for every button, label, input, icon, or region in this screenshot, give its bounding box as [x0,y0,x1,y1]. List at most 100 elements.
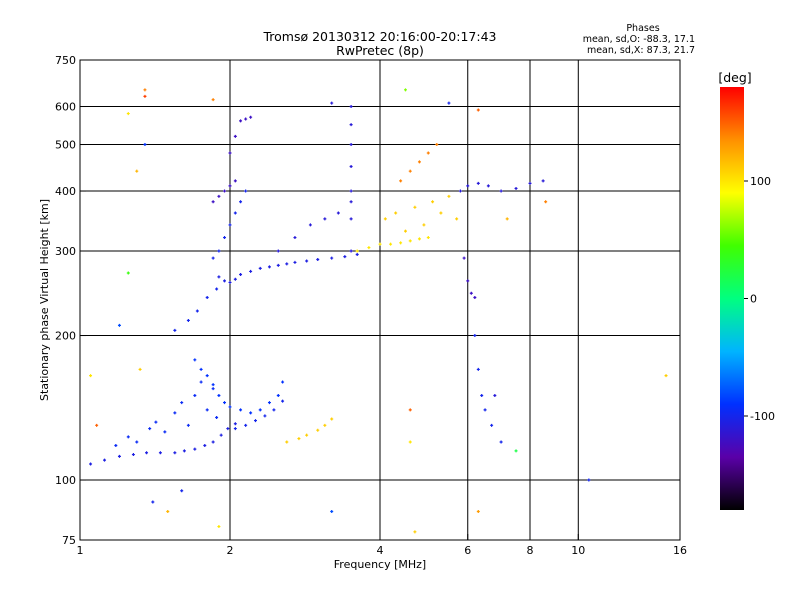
trace-point [408,169,412,173]
scatter-point [664,374,668,378]
trace-point [239,200,243,204]
x-tick-label: 2 [227,544,234,557]
scatter-point [408,408,412,412]
trace-point [483,408,487,412]
trace-point [394,211,398,215]
scatter-point [505,217,509,221]
trace-point [239,119,243,123]
trace-point [203,444,207,448]
trace-point [499,189,503,193]
trace-point [117,454,121,458]
trace-point [145,451,149,455]
trace-point [228,405,232,409]
trace-point [541,179,545,183]
trace-point [114,444,118,448]
colorbar-tick-label: -100 [750,410,775,423]
trace-point [199,380,203,384]
trace-point [233,179,237,183]
y-tick-label: 75 [62,534,76,547]
y-tick-label: 500 [55,139,76,152]
trace-point [228,151,232,155]
y-axis: 75 100 200 300 400 500 600 750 [55,54,86,547]
trace-point [195,309,199,313]
trace-point [297,437,301,441]
trace-point [215,415,219,419]
y-tick-label: 300 [55,245,76,258]
scatter-point [514,449,518,453]
trace-point [469,291,473,295]
trace-point [473,334,477,338]
x-tick-label: 16 [673,544,687,557]
trace-point [211,256,215,260]
scatter-point [143,143,147,147]
scatter-point [330,509,334,513]
y-tick-label: 400 [55,185,76,198]
colorbar-tick-label: 0 [750,293,757,306]
phase-stats-header: Phases [626,23,659,34]
trace-point [316,428,320,432]
chart-title: Tromsø 20130312 20:16:00-20:17:43 [262,29,496,44]
trace-point [103,458,107,462]
trace-point [223,279,227,283]
trace-point [211,440,215,444]
trace-point [417,160,421,164]
trace-point [223,401,227,405]
trace-point [186,318,190,322]
scatter-point [403,88,407,92]
y-axis-label: Stationary phase Virtual Height [km] [38,199,51,401]
trace-point [413,205,417,209]
scatter-point [143,94,147,98]
trace-point [349,189,353,193]
trace-point [308,223,312,227]
trace-point [486,184,490,188]
chart-subtitle: RwPretec (8p) [336,43,424,58]
trace-point [233,277,237,281]
trace-point [217,249,221,253]
trace-point [228,184,232,188]
trace-point [233,427,237,431]
trace-point [466,279,470,283]
trace-point [226,427,230,431]
x-axis: 1 2 4 6 8 10 16 [77,534,687,557]
trace-point [154,420,158,424]
trace-point [276,249,280,253]
trace-point [403,229,407,233]
trace-point [476,367,480,371]
trace-point [148,427,152,431]
scatter-point [126,112,130,116]
trace-point [490,423,494,427]
scatter-point [447,101,451,105]
trace-point [249,269,253,273]
trace-point [349,217,353,221]
trace-point [239,273,243,277]
trace-point [399,179,403,183]
trace-point [355,253,359,257]
trace-point [455,217,459,221]
scatter-point [166,509,170,513]
trace-point [466,184,470,188]
x-axis-label: Frequency [MHz] [334,558,426,571]
trace-point [514,186,518,190]
trace-point [349,105,353,109]
trace-point [480,394,484,398]
trace-point [349,123,353,127]
scatter-point [217,525,221,529]
trace-point [417,237,421,241]
trace-point [458,189,462,193]
trace-point [336,211,340,215]
scatter-point [476,509,480,513]
scatter-point [413,530,417,534]
trace-point [330,417,334,421]
phase-stats-o-mode: mean, sd,O: -88.3, 17.1 [583,34,695,45]
trace-point [349,164,353,168]
trace-point [305,433,309,437]
trace-point [173,328,177,332]
colorbar [720,87,744,510]
trace-point [193,447,197,451]
scatter-point [151,500,155,504]
trace-point [439,211,443,215]
trace-point [258,408,262,412]
trace-point [499,440,503,444]
trace-point [293,260,297,264]
